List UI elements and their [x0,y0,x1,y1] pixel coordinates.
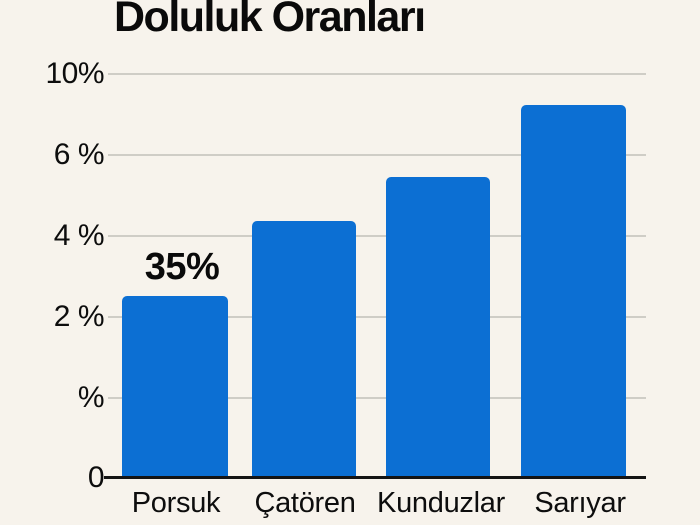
gridline-6pct [108,154,646,156]
x-axis-line [104,476,646,479]
y-tick-label-zero: 0 [87,461,105,494]
bar-sariyar [521,105,626,477]
y-tick-label-2pct: 2 % [53,300,105,333]
gridline-pct [108,397,646,399]
gridline-10pct [108,73,646,75]
bar-value-label-porsuk: 35% [144,246,220,288]
y-tick-label-6pct: 6 % [53,138,105,171]
bar-porsuk [122,296,228,477]
x-tick-label-sariyar: Sarıyar [534,487,626,519]
y-tick-label-10pct: 10% [45,57,104,90]
y-tick-label-4pct: 4 % [53,219,105,252]
gridline-4pct [108,235,646,237]
bar-catoren [252,221,356,477]
gridline-2pct [108,316,646,318]
chart-title: Doluluk Oranları [114,0,426,41]
x-tick-label-porsuk: Porsuk [131,487,221,519]
bar-kunduzlar [386,177,490,477]
x-tick-label-kunduzlar: Kunduzlar [377,487,505,519]
y-tick-label-pct: % [77,381,105,414]
x-tick-label-catoren: Çatören [254,487,356,519]
